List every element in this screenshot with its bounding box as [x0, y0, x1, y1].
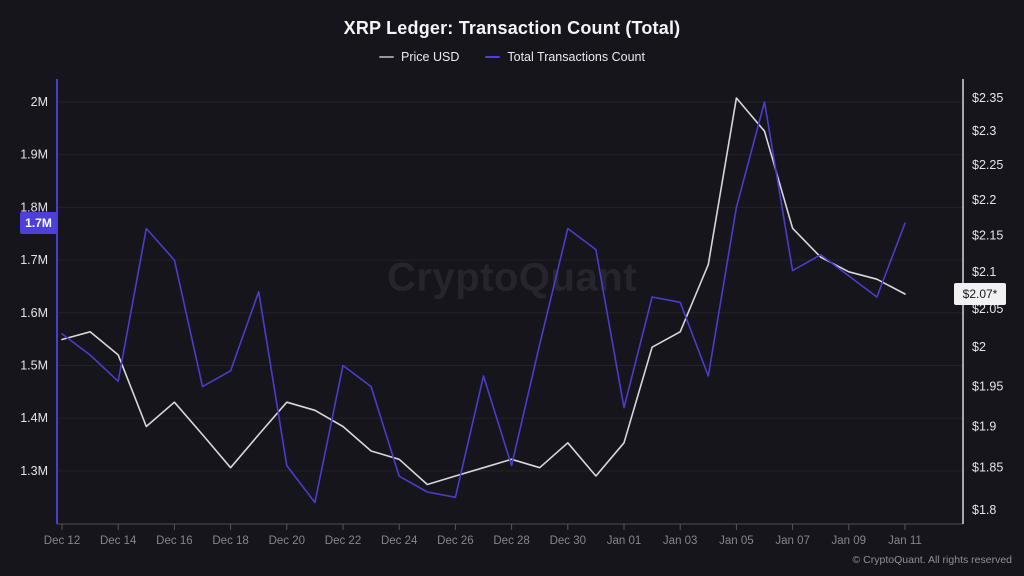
- legend-label-total-transactions: Total Transactions Count: [507, 50, 645, 64]
- x-axis-label: Dec 26: [437, 535, 473, 547]
- copyright-attribution: © CryptoQuant. All rights reserved: [852, 554, 1012, 566]
- x-axis-label: Jan 05: [719, 535, 754, 547]
- y-axis-label-right: $1.95: [972, 379, 1003, 393]
- y-axis-label-right: $2.05: [972, 302, 1003, 316]
- page-title: XRP Ledger: Transaction Count (Total): [343, 18, 681, 38]
- y-axis-label-right: $2.35: [972, 91, 1003, 105]
- legend-item-total-transactions[interactable]: Total Transactions Count: [485, 50, 645, 64]
- x-axis-label: Dec 12: [44, 535, 80, 547]
- y-axis-label-left: 1.9M: [20, 148, 48, 162]
- y-axis-label-right: $1.85: [972, 461, 1003, 475]
- y-axis-label-right: $1.9: [972, 419, 996, 433]
- x-axis-label: Dec 24: [381, 535, 418, 547]
- right-axis-value-badge: $2.07*: [954, 283, 1006, 306]
- x-axis-label: Dec 22: [325, 535, 361, 547]
- y-axis-label-right: $2.1: [972, 265, 996, 279]
- legend-swatch-total-transactions: [485, 56, 501, 58]
- series-line-price-usd: [61, 97, 906, 486]
- y-axis-label-right: $2.15: [972, 228, 1003, 242]
- left-axis-value-badge: 1.7M: [20, 212, 57, 235]
- legend-swatch-price-usd: [379, 56, 395, 58]
- y-axis-label-left: 1.6M: [20, 306, 48, 320]
- x-axis-label: Dec 18: [212, 535, 248, 547]
- x-axis-label: Dec 28: [493, 535, 529, 547]
- x-axis-label: Dec 16: [156, 535, 192, 547]
- x-axis-label: Jan 01: [607, 535, 642, 547]
- y-axis-label-right: $2.25: [972, 158, 1003, 172]
- x-axis-label: Dec 20: [269, 535, 305, 547]
- series-line-total-transactions-count: [61, 101, 906, 504]
- y-axis-label-left: 1.7M: [20, 253, 48, 267]
- y-axis-label-left: 1.3M: [20, 464, 48, 478]
- x-axis-label: Jan 07: [775, 535, 810, 547]
- y-axis-label-left: 1.8M: [20, 200, 48, 214]
- y-axis-label-left: 2M: [31, 95, 48, 109]
- legend-label-price-usd: Price USD: [401, 50, 460, 64]
- x-axis-label: Dec 30: [550, 535, 586, 547]
- y-axis-label-right: $1.8: [972, 503, 996, 517]
- y-axis-label-right: $2.2: [972, 193, 996, 207]
- x-axis-label: Jan 11: [888, 535, 922, 547]
- y-axis-label-left: 1.4M: [20, 411, 48, 425]
- x-axis-label: Jan 03: [663, 535, 698, 547]
- x-axis-label: Dec 14: [100, 535, 137, 547]
- y-axis-label-right: $2.3: [972, 124, 996, 138]
- y-axis-label-right: $2: [972, 340, 986, 354]
- chart-legend: Price USD Total Transactions Count: [0, 50, 1024, 64]
- cryptoquant-watermark: CryptoQuant: [387, 255, 637, 300]
- legend-item-price-usd[interactable]: Price USD: [379, 50, 459, 64]
- x-axis-label: Jan 09: [832, 535, 867, 547]
- y-axis-label-left: 1.5M: [20, 359, 48, 373]
